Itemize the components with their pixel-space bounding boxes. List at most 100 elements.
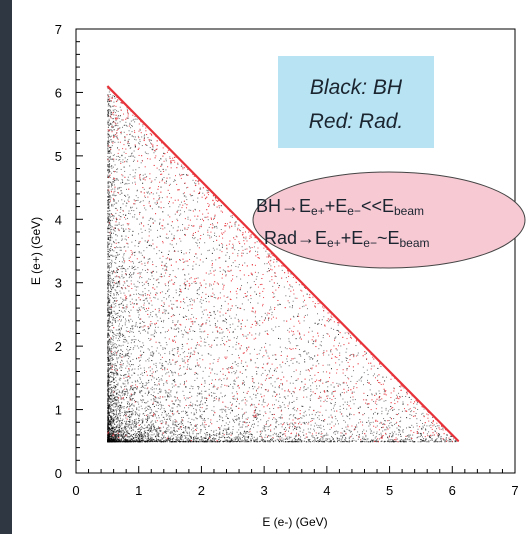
bh-point <box>209 235 211 237</box>
bh-point <box>273 408 275 410</box>
bh-point <box>112 302 114 304</box>
bh-point <box>121 271 123 273</box>
bh-point <box>313 428 315 430</box>
bh-point <box>162 312 164 314</box>
bh-point <box>305 369 307 371</box>
bh-point <box>311 394 313 396</box>
bh-point <box>109 433 111 435</box>
bh-point <box>265 440 267 442</box>
bh-point <box>144 430 146 432</box>
bh-point <box>441 441 443 443</box>
bh-point <box>115 297 117 299</box>
bh-point <box>331 393 333 395</box>
bh-point <box>417 408 419 410</box>
bh-point <box>372 441 374 443</box>
bh-point <box>157 278 159 280</box>
bh-point <box>170 225 172 227</box>
bh-point <box>184 427 186 429</box>
bh-point <box>126 430 128 432</box>
bh-point <box>109 151 111 153</box>
bh-point <box>174 179 176 181</box>
bh-point <box>174 421 176 423</box>
bh-point <box>226 247 228 249</box>
bh-point <box>347 424 349 426</box>
bh-point <box>119 246 121 248</box>
bh-point <box>295 422 297 424</box>
bh-point <box>109 282 111 284</box>
bh-point <box>109 403 111 405</box>
bh-point <box>329 350 331 352</box>
bh-point <box>231 216 233 218</box>
bh-point <box>124 432 126 434</box>
bh-point <box>108 339 110 341</box>
bh-point <box>179 354 181 356</box>
bh-point <box>110 339 112 341</box>
bh-point <box>343 440 345 442</box>
bh-point <box>369 389 371 391</box>
bh-point <box>200 188 202 190</box>
bh-point <box>241 417 243 419</box>
bh-point <box>179 294 181 296</box>
bh-point <box>123 433 125 435</box>
bh-point <box>173 430 175 432</box>
bh-point <box>108 109 110 111</box>
bh-point <box>389 409 391 411</box>
bh-point <box>109 359 111 361</box>
bh-point <box>122 181 124 183</box>
bh-point <box>138 233 140 235</box>
bh-point <box>406 427 408 429</box>
bh-point <box>274 418 276 420</box>
bh-point <box>183 395 185 397</box>
bh-point <box>117 187 119 189</box>
bh-point <box>209 312 211 314</box>
bh-point <box>193 430 195 432</box>
bh-point <box>142 269 144 271</box>
bh-point <box>131 125 133 127</box>
bh-point <box>125 318 127 320</box>
bh-point <box>278 387 280 389</box>
bh-point <box>125 308 127 310</box>
bh-point <box>321 414 323 416</box>
bh-point <box>107 273 109 275</box>
bh-point <box>108 166 110 168</box>
bh-point <box>126 432 128 434</box>
bh-point <box>298 434 300 436</box>
bh-point <box>109 387 111 389</box>
bh-point <box>133 159 135 161</box>
bh-point <box>305 421 307 423</box>
bh-point <box>292 390 294 392</box>
bh-point <box>121 434 123 436</box>
bh-point <box>219 292 221 294</box>
bh-point <box>194 373 196 375</box>
bh-point <box>153 248 155 250</box>
bh-point <box>112 364 114 366</box>
bh-point <box>108 278 110 280</box>
bh-point <box>232 346 234 348</box>
bh-point <box>122 363 124 365</box>
bh-point <box>351 435 353 437</box>
bh-point <box>226 433 228 435</box>
bh-point <box>114 122 116 124</box>
bh-point <box>107 134 109 136</box>
bh-point <box>247 334 249 336</box>
bh-point <box>118 127 120 129</box>
bh-point <box>225 409 227 411</box>
bh-point <box>292 315 294 317</box>
bh-point <box>117 400 119 402</box>
bh-point <box>138 272 140 274</box>
bh-point <box>131 434 133 436</box>
bh-point <box>156 434 158 436</box>
bh-point <box>108 272 110 274</box>
bh-point <box>196 427 198 429</box>
bh-point <box>200 299 202 301</box>
bh-point <box>119 391 121 393</box>
bh-point <box>183 173 185 175</box>
bh-point <box>246 376 248 378</box>
bh-point <box>107 97 109 99</box>
bh-point <box>108 373 110 375</box>
bh-point <box>131 403 133 405</box>
bh-point <box>167 435 169 437</box>
bh-point <box>171 430 173 432</box>
bh-point <box>139 173 141 175</box>
bh-point <box>280 383 282 385</box>
